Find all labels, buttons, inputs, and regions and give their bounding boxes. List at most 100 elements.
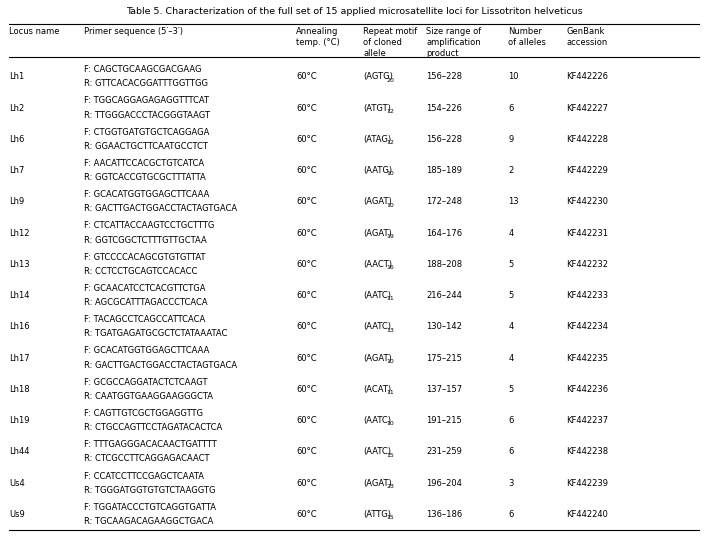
Text: R: GACTTGACTGGACCTACTAGTGACA: R: GACTTGACTGGACCTACTAGTGACA xyxy=(84,360,236,370)
Text: 60°C: 60°C xyxy=(296,73,316,81)
Text: (ATAG): (ATAG) xyxy=(363,135,392,144)
Text: Us4: Us4 xyxy=(9,479,25,488)
Text: 15: 15 xyxy=(387,515,394,520)
Text: 19: 19 xyxy=(387,234,394,239)
Text: Lh14: Lh14 xyxy=(9,291,30,300)
Text: Repeat motif
of cloned
allele: Repeat motif of cloned allele xyxy=(363,27,418,57)
Text: 60°C: 60°C xyxy=(296,416,316,425)
Text: KF442229: KF442229 xyxy=(566,166,608,175)
Text: 172–248: 172–248 xyxy=(426,197,462,207)
Text: 60°C: 60°C xyxy=(296,322,316,331)
Text: F: GCACATGGTGGAGCTTCAAA: F: GCACATGGTGGAGCTTCAAA xyxy=(84,190,209,199)
Text: KF442226: KF442226 xyxy=(566,73,608,81)
Text: 5: 5 xyxy=(508,291,513,300)
Text: F: CTCATTACCAAGTCCTGCTTTG: F: CTCATTACCAAGTCCTGCTTTG xyxy=(84,222,214,230)
Text: R: CAATGGTGAAGGAAGGGCTA: R: CAATGGTGAAGGAAGGGCTA xyxy=(84,392,212,401)
Text: 60°C: 60°C xyxy=(296,166,316,175)
Text: Lh9: Lh9 xyxy=(9,197,25,207)
Text: KF442234: KF442234 xyxy=(566,322,608,331)
Text: KF442236: KF442236 xyxy=(566,385,608,394)
Text: GenBank
accession: GenBank accession xyxy=(566,27,607,47)
Text: 60°C: 60°C xyxy=(296,197,316,207)
Text: R: GTTCACACGGATTTGGTTGG: R: GTTCACACGGATTTGGTTGG xyxy=(84,79,207,88)
Text: 5: 5 xyxy=(508,385,513,394)
Text: R: TGCAAGACAGAAGGCTGACA: R: TGCAAGACAGAAGGCTGACA xyxy=(84,517,213,526)
Text: F: CCATCCTTCCGAGCTCAATA: F: CCATCCTTCCGAGCTCAATA xyxy=(84,472,203,481)
Text: 60°C: 60°C xyxy=(296,354,316,363)
Text: 60°C: 60°C xyxy=(296,291,316,300)
Text: 130–142: 130–142 xyxy=(426,322,462,331)
Text: KF442227: KF442227 xyxy=(566,104,608,113)
Text: Lh16: Lh16 xyxy=(9,322,30,331)
Text: Locus name: Locus name xyxy=(9,27,59,36)
Text: 10: 10 xyxy=(387,359,394,364)
Text: 11: 11 xyxy=(387,296,394,301)
Text: F: GTCCCCACAGCGTGTGTTAT: F: GTCCCCACAGCGTGTGTTAT xyxy=(84,253,205,262)
Text: KF442233: KF442233 xyxy=(566,291,608,300)
Text: 10: 10 xyxy=(387,422,394,427)
Text: 15: 15 xyxy=(387,453,394,457)
Text: 60°C: 60°C xyxy=(296,385,316,394)
Text: Size range of
amplification
product: Size range of amplification product xyxy=(426,27,481,57)
Text: Lh19: Lh19 xyxy=(9,416,30,425)
Text: 6: 6 xyxy=(508,448,514,456)
Text: 10: 10 xyxy=(387,171,394,176)
Text: R: GACTTGACTGGACCTACTAGTGACA: R: GACTTGACTGGACCTACTAGTGACA xyxy=(84,204,236,213)
Text: 60°C: 60°C xyxy=(296,229,316,237)
Text: 20: 20 xyxy=(387,78,394,82)
Text: 60°C: 60°C xyxy=(296,510,316,519)
Text: 5: 5 xyxy=(508,260,513,269)
Text: Table 5. Characterization of the full set of 15 applied microsatellite loci for : Table 5. Characterization of the full se… xyxy=(126,7,582,16)
Text: F: CTGGTGATGTGCTCAGGAGA: F: CTGGTGATGTGCTCAGGAGA xyxy=(84,128,209,137)
Text: 11: 11 xyxy=(387,390,394,395)
Text: (AACT): (AACT) xyxy=(363,260,392,269)
Text: 137–157: 137–157 xyxy=(426,385,462,394)
Text: (AATG): (AATG) xyxy=(363,166,392,175)
Text: R: TGGGATGGTGTGTCTAAGGTG: R: TGGGATGGTGTGTCTAAGGTG xyxy=(84,486,215,494)
Text: 6: 6 xyxy=(508,104,514,113)
Text: F: GCGCCAGGATACTCTCAAGT: F: GCGCCAGGATACTCTCAAGT xyxy=(84,378,207,387)
Text: 156–228: 156–228 xyxy=(426,135,462,144)
Text: 196–204: 196–204 xyxy=(426,479,462,488)
Text: Us9: Us9 xyxy=(9,510,25,519)
Text: (AATC): (AATC) xyxy=(363,416,392,425)
Text: 4: 4 xyxy=(508,322,513,331)
Text: KF442238: KF442238 xyxy=(566,448,608,456)
Text: F: TACAGCCTCAGCCATTCACA: F: TACAGCCTCAGCCATTCACA xyxy=(84,315,205,324)
Text: 231–259: 231–259 xyxy=(426,448,462,456)
Text: F: CAGTTGTCGCTGGAGGTTG: F: CAGTTGTCGCTGGAGGTTG xyxy=(84,409,202,418)
Text: 191–215: 191–215 xyxy=(426,416,462,425)
Text: F: AACATTCCACGCTGTCATCA: F: AACATTCCACGCTGTCATCA xyxy=(84,159,204,168)
Text: Lh1: Lh1 xyxy=(9,73,25,81)
Text: 216–244: 216–244 xyxy=(426,291,462,300)
Text: (AGAT): (AGAT) xyxy=(363,479,392,488)
Text: F: GCAACATCCTCACGTTCTGA: F: GCAACATCCTCACGTTCTGA xyxy=(84,284,205,293)
Text: F: GCACATGGTGGAGCTTCAAA: F: GCACATGGTGGAGCTTCAAA xyxy=(84,346,209,356)
Text: 10: 10 xyxy=(387,203,394,208)
Text: Lh12: Lh12 xyxy=(9,229,30,237)
Text: Number
of alleles: Number of alleles xyxy=(508,27,546,47)
Text: (AGAT): (AGAT) xyxy=(363,197,392,207)
Text: (ATTG): (ATTG) xyxy=(363,510,392,519)
Text: R: GGAACTGCTTCAATGCCTCT: R: GGAACTGCTTCAATGCCTCT xyxy=(84,142,207,151)
Text: Lh2: Lh2 xyxy=(9,104,25,113)
Text: KF442237: KF442237 xyxy=(566,416,608,425)
Text: (AATC): (AATC) xyxy=(363,291,392,300)
Text: (AGAT): (AGAT) xyxy=(363,354,392,363)
Text: KF442230: KF442230 xyxy=(566,197,608,207)
Text: Primer sequence (5′–3′): Primer sequence (5′–3′) xyxy=(84,27,183,36)
Text: R: AGCGCATTTAGACCCTCACA: R: AGCGCATTTAGACCCTCACA xyxy=(84,298,207,307)
Text: F: TGGCAGGAGAGAGGTTTCAT: F: TGGCAGGAGAGAGGTTTCAT xyxy=(84,96,209,106)
Text: (AATC): (AATC) xyxy=(363,322,392,331)
Text: F: TGGATACCCTGTCAGGTGATTA: F: TGGATACCCTGTCAGGTGATTA xyxy=(84,503,215,512)
Text: 4: 4 xyxy=(508,354,513,363)
Text: R: CCTCCTGCAGTCCACACC: R: CCTCCTGCAGTCCACACC xyxy=(84,267,197,276)
Text: (AGTG): (AGTG) xyxy=(363,73,393,81)
Text: KF442239: KF442239 xyxy=(566,479,608,488)
Text: R: CTCGCCTTCAGGAGACAACT: R: CTCGCCTTCAGGAGACAACT xyxy=(84,454,209,463)
Text: KF442231: KF442231 xyxy=(566,229,608,237)
Text: 10: 10 xyxy=(508,73,519,81)
Text: R: GGTCGGCTCTTTGTTGCTAA: R: GGTCGGCTCTTTGTTGCTAA xyxy=(84,236,206,244)
Text: 12: 12 xyxy=(387,109,394,114)
Text: 13: 13 xyxy=(387,328,394,333)
